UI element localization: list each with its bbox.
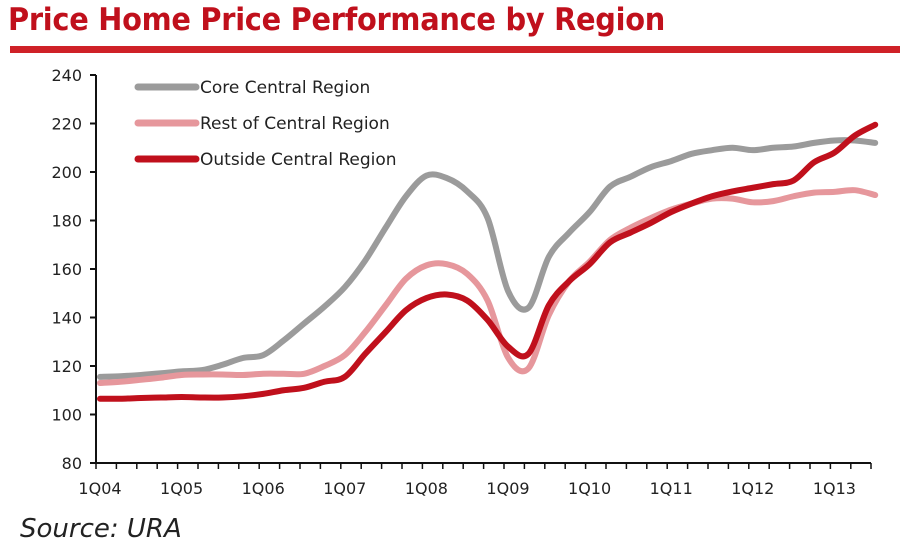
x-tick-label: 1Q05 (160, 479, 203, 498)
x-tick-label: 1Q06 (242, 479, 285, 498)
source-note: Source: URA (20, 514, 182, 544)
legend-label-core-central-region: Core Central Region (200, 78, 370, 98)
y-tick-label: 80 (62, 454, 82, 473)
y-tick-label: 180 (51, 212, 82, 231)
axes: 80 100 120 140 160 180 200 220 240 1Q04 1Q05 1Q06 1Q… (51, 66, 872, 498)
y-tick-label: 100 (51, 406, 82, 425)
legend-label-rest-of-central-region: Rest of Central Region (200, 114, 390, 134)
series-line-core-central-region (97, 137, 879, 380)
x-tick-label: 1Q08 (405, 479, 448, 498)
y-tick-label: 140 (51, 309, 82, 328)
legend: Core Central Region Rest of Central Regio… (134, 78, 397, 170)
series-line-rest-of-central-region (97, 187, 879, 386)
x-tick-label: 1Q12 (731, 479, 774, 498)
y-tick-label: 120 (51, 357, 82, 376)
series-line-outside-central-region (97, 121, 879, 402)
legend-label-outside-central-region: Outside Central Region (200, 150, 397, 170)
y-tick-label: 200 (51, 163, 82, 182)
x-tick-label: 1Q07 (323, 479, 366, 498)
title-underline (10, 46, 900, 53)
y-tick-label: 160 (51, 260, 82, 279)
x-tick-label: 1Q09 (486, 479, 529, 498)
x-tick-label: 1Q10 (568, 479, 611, 498)
series-lines (97, 121, 879, 402)
x-tick-label: 1Q13 (813, 479, 856, 498)
y-tick-label: 240 (51, 66, 82, 85)
chart-title: Price Home Price Performance by Region (8, 2, 666, 38)
x-tick-label: 1Q04 (78, 479, 121, 498)
y-tick-label: 220 (51, 115, 82, 134)
x-tick-label: 1Q11 (650, 479, 693, 498)
